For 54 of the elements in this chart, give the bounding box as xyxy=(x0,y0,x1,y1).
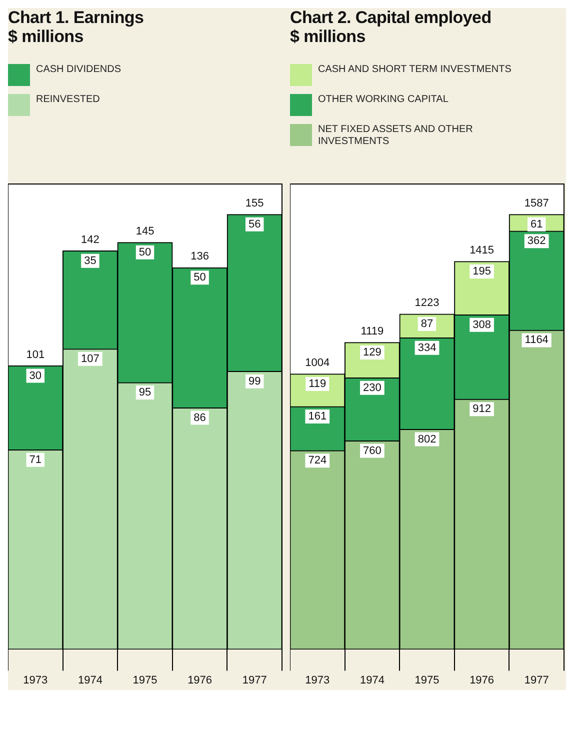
data-label: 230 xyxy=(363,382,382,394)
legend-label: REINVESTED xyxy=(36,94,101,106)
data-label: 334 xyxy=(418,342,436,354)
chart-subtitle: $ millions xyxy=(8,27,84,46)
data-label: 87 xyxy=(420,318,434,330)
data-label: 119 xyxy=(308,378,326,390)
legend-label: NET FIXED ASSETS AND OTHER INVESTMENTS xyxy=(318,124,474,148)
data-label: 56 xyxy=(248,218,261,230)
x-tick-label: 1977 xyxy=(524,674,549,686)
legend-label: CASH AND SHORT TERM INVESTMENTS xyxy=(318,64,512,76)
x-tick-label: 1976 xyxy=(470,674,494,686)
x-tick-label: 1974 xyxy=(360,674,384,686)
data-label: 86 xyxy=(194,412,206,424)
data-label: 195 xyxy=(472,266,491,278)
data-label: 71 xyxy=(29,454,42,466)
total-label: 142 xyxy=(81,234,100,246)
data-label: 30 xyxy=(29,370,42,382)
data-label: 161 xyxy=(308,410,327,423)
data-label: 50 xyxy=(194,272,206,284)
data-label: 362 xyxy=(527,235,546,248)
data-label: 724 xyxy=(308,454,327,467)
data-label: 308 xyxy=(472,318,491,331)
total-label: 1415 xyxy=(470,244,494,257)
data-label: 50 xyxy=(138,246,152,258)
chart-title: Chart 2. Capital employed xyxy=(290,8,492,27)
x-tick-label: 1973 xyxy=(23,674,48,686)
data-label: 912 xyxy=(472,403,491,416)
x-tick-label: 1973 xyxy=(305,674,330,686)
total-label: 1223 xyxy=(414,297,440,310)
data-label: 61 xyxy=(530,218,543,230)
data-label: 1164 xyxy=(524,334,548,346)
total-label: 155 xyxy=(245,197,264,210)
data-label: 802 xyxy=(418,433,436,446)
data-label: 107 xyxy=(81,352,100,365)
total-label: 101 xyxy=(26,348,45,361)
chart-title: Chart 1. Earnings xyxy=(8,8,145,27)
x-tick-label: 1975 xyxy=(414,674,440,686)
legend-label: CASH DIVIDENDS xyxy=(36,64,122,76)
chart-subtitle: $ millions xyxy=(290,27,366,46)
x-tick-label: 1977 xyxy=(242,674,267,686)
total-label: 136 xyxy=(190,250,209,263)
x-tick-label: 1974 xyxy=(78,674,102,686)
total-label: 1004 xyxy=(305,357,330,370)
total-label: 1119 xyxy=(360,326,384,338)
x-tick-label: 1976 xyxy=(188,674,212,686)
data-label: 95 xyxy=(138,386,152,399)
total-label: 1587 xyxy=(524,197,549,210)
x-tick-label: 1975 xyxy=(132,674,158,686)
data-label: 129 xyxy=(363,346,382,359)
data-label: 760 xyxy=(363,444,382,457)
legend-label: OTHER WORKING CAPITAL xyxy=(318,94,450,106)
total-label: 145 xyxy=(136,225,154,238)
data-label: 99 xyxy=(248,375,261,388)
data-label: 35 xyxy=(84,254,96,267)
